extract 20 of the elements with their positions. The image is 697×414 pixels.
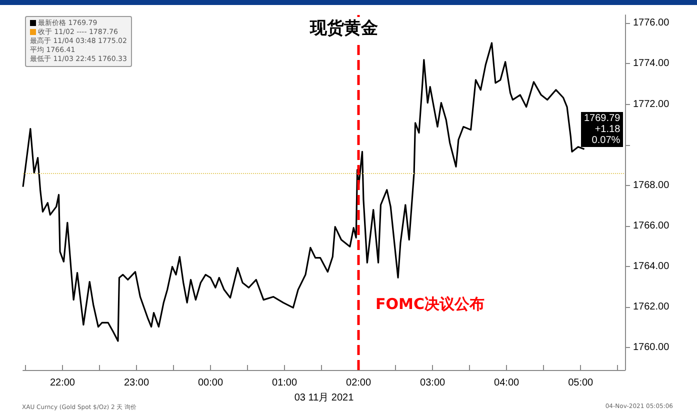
x-tick-label: 02:00 — [346, 378, 372, 388]
x-tick-label: 04:00 — [494, 378, 520, 388]
y-tick-label: 1762.00 — [633, 302, 670, 313]
y-tick-label: 1764.00 — [633, 261, 670, 272]
y-tick-label: 1776.00 — [633, 18, 670, 29]
chart-title: 现货黄金 — [309, 18, 378, 38]
x-tick-label: 23:00 — [124, 378, 150, 388]
x-tick-label: 05:00 — [568, 378, 594, 388]
x-tick-label: 00:00 — [198, 378, 224, 388]
x-tick-label: 22:00 — [50, 378, 76, 388]
y-tick-label: 1766.00 — [633, 220, 670, 232]
ref-line-label: FOMC决议公布 — [376, 295, 484, 314]
y-tick-label: 1774.00 — [633, 58, 670, 70]
annotation: 1769.79 +1.18 0.07% — [581, 112, 624, 148]
x-tick-label: 01:00 — [272, 378, 298, 388]
x-tick-label: 03:00 — [420, 378, 446, 388]
x-axis-title: 03 11月 2021 — [294, 392, 354, 404]
y-tick-label: 1760.00 — [633, 342, 670, 354]
y-tick-label: 1768.00 — [633, 180, 670, 191]
y-tick-label: 1772.00 — [633, 98, 670, 110]
